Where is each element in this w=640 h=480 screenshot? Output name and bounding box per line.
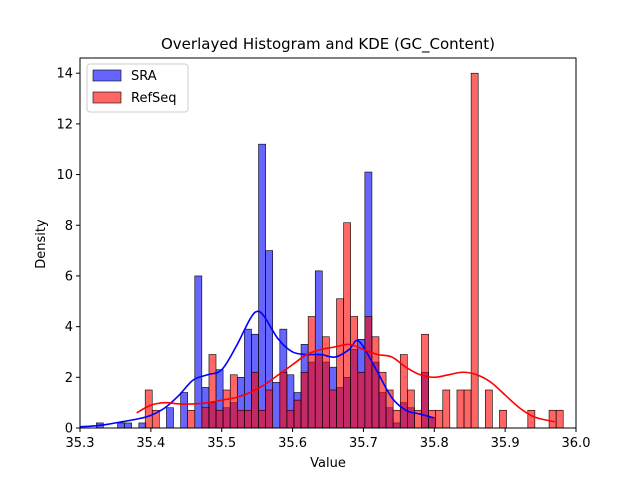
legend: SRA RefSeq bbox=[86, 63, 189, 113]
refseq-bar bbox=[187, 409, 196, 429]
refseq-bar bbox=[357, 371, 366, 429]
sra-bar bbox=[180, 392, 188, 429]
refseq-bar bbox=[293, 399, 302, 429]
plot-frame bbox=[79, 57, 577, 429]
x-tick-label: 36.0 bbox=[562, 436, 591, 451]
refseq-bar bbox=[555, 409, 564, 429]
refseq-bar bbox=[322, 336, 330, 429]
y-tick-label: 8 bbox=[65, 219, 73, 234]
sra-bar bbox=[272, 382, 281, 429]
sra-bar bbox=[138, 422, 147, 429]
refseq-bar bbox=[329, 389, 337, 429]
x-tick-label: 35.6 bbox=[278, 436, 307, 451]
refseq-bar bbox=[364, 316, 373, 429]
sra-kde-line bbox=[79, 310, 435, 428]
kde-lines bbox=[79, 310, 555, 428]
refseq-bar bbox=[229, 374, 238, 429]
y-tick-label: 2 bbox=[65, 371, 73, 386]
y-tick-label: 10 bbox=[56, 168, 73, 183]
x-axis-ticks: 35.3 35.4 35.5 35.6 35.7 35.8 35.9 36.0 bbox=[66, 428, 591, 451]
refseq-bar bbox=[300, 371, 309, 429]
refseq-bar bbox=[201, 407, 210, 429]
y-tick-label: 6 bbox=[65, 269, 73, 284]
x-tick-label: 35.7 bbox=[349, 436, 378, 451]
refseq-bar bbox=[435, 409, 444, 429]
refseq-bar bbox=[499, 409, 507, 429]
refseq-bar bbox=[265, 389, 273, 429]
refseq-bar bbox=[456, 389, 465, 429]
refseq-bar bbox=[407, 389, 415, 429]
refseq-bar bbox=[336, 298, 344, 429]
refseq-bar bbox=[286, 409, 295, 429]
refseq-bar bbox=[442, 389, 451, 429]
y-axis-ticks: 0 2 4 6 8 10 12 14 bbox=[56, 67, 80, 437]
refseq-bar bbox=[208, 354, 217, 429]
refseq-bar bbox=[251, 371, 259, 429]
refseq-bar bbox=[258, 409, 266, 429]
refseq-legend-label: RefSeq bbox=[131, 91, 177, 106]
refseq-bar bbox=[350, 316, 359, 429]
chart-title: Overlayed Histogram and KDE (GC_Content) bbox=[161, 35, 495, 54]
y-axis-label: Density bbox=[34, 219, 49, 269]
refseq-kde-line bbox=[136, 343, 555, 423]
refseq-bar bbox=[222, 389, 231, 429]
refseq-bar bbox=[343, 222, 351, 429]
sra-bar bbox=[194, 275, 203, 429]
y-tick-label: 0 bbox=[65, 422, 73, 437]
refseq-bars bbox=[144, 72, 564, 429]
sra-bar bbox=[124, 422, 132, 429]
refseq-bar bbox=[527, 409, 536, 429]
refseq-bar bbox=[428, 409, 436, 429]
sra-bar bbox=[117, 422, 125, 429]
sra-bar bbox=[166, 407, 174, 429]
sra-legend-label: SRA bbox=[131, 69, 157, 84]
refseq-bar bbox=[371, 336, 380, 429]
sra-legend-swatch bbox=[92, 69, 122, 82]
y-tick-label: 14 bbox=[56, 67, 73, 82]
refseq-bar bbox=[484, 389, 493, 429]
refseq-bar bbox=[314, 354, 323, 429]
x-tick-label: 35.9 bbox=[491, 436, 520, 451]
refseq-bar bbox=[279, 371, 288, 429]
refseq-bar bbox=[392, 409, 401, 429]
refseq-legend-swatch bbox=[92, 91, 122, 104]
refseq-bar bbox=[215, 409, 224, 429]
refseq-bar bbox=[244, 409, 252, 429]
x-axis-label: Value bbox=[310, 456, 346, 471]
x-tick-label: 35.4 bbox=[136, 436, 165, 451]
y-tick-label: 4 bbox=[65, 320, 73, 335]
refseq-bar bbox=[463, 389, 472, 429]
x-tick-label: 35.3 bbox=[66, 436, 95, 451]
refseq-bar bbox=[548, 409, 557, 429]
refseq-bar bbox=[307, 316, 316, 429]
x-tick-label: 35.8 bbox=[420, 436, 449, 451]
x-tick-label: 35.5 bbox=[207, 436, 236, 451]
refseq-bar bbox=[237, 409, 245, 429]
refseq-bar bbox=[144, 389, 153, 429]
y-tick-label: 12 bbox=[56, 117, 73, 132]
